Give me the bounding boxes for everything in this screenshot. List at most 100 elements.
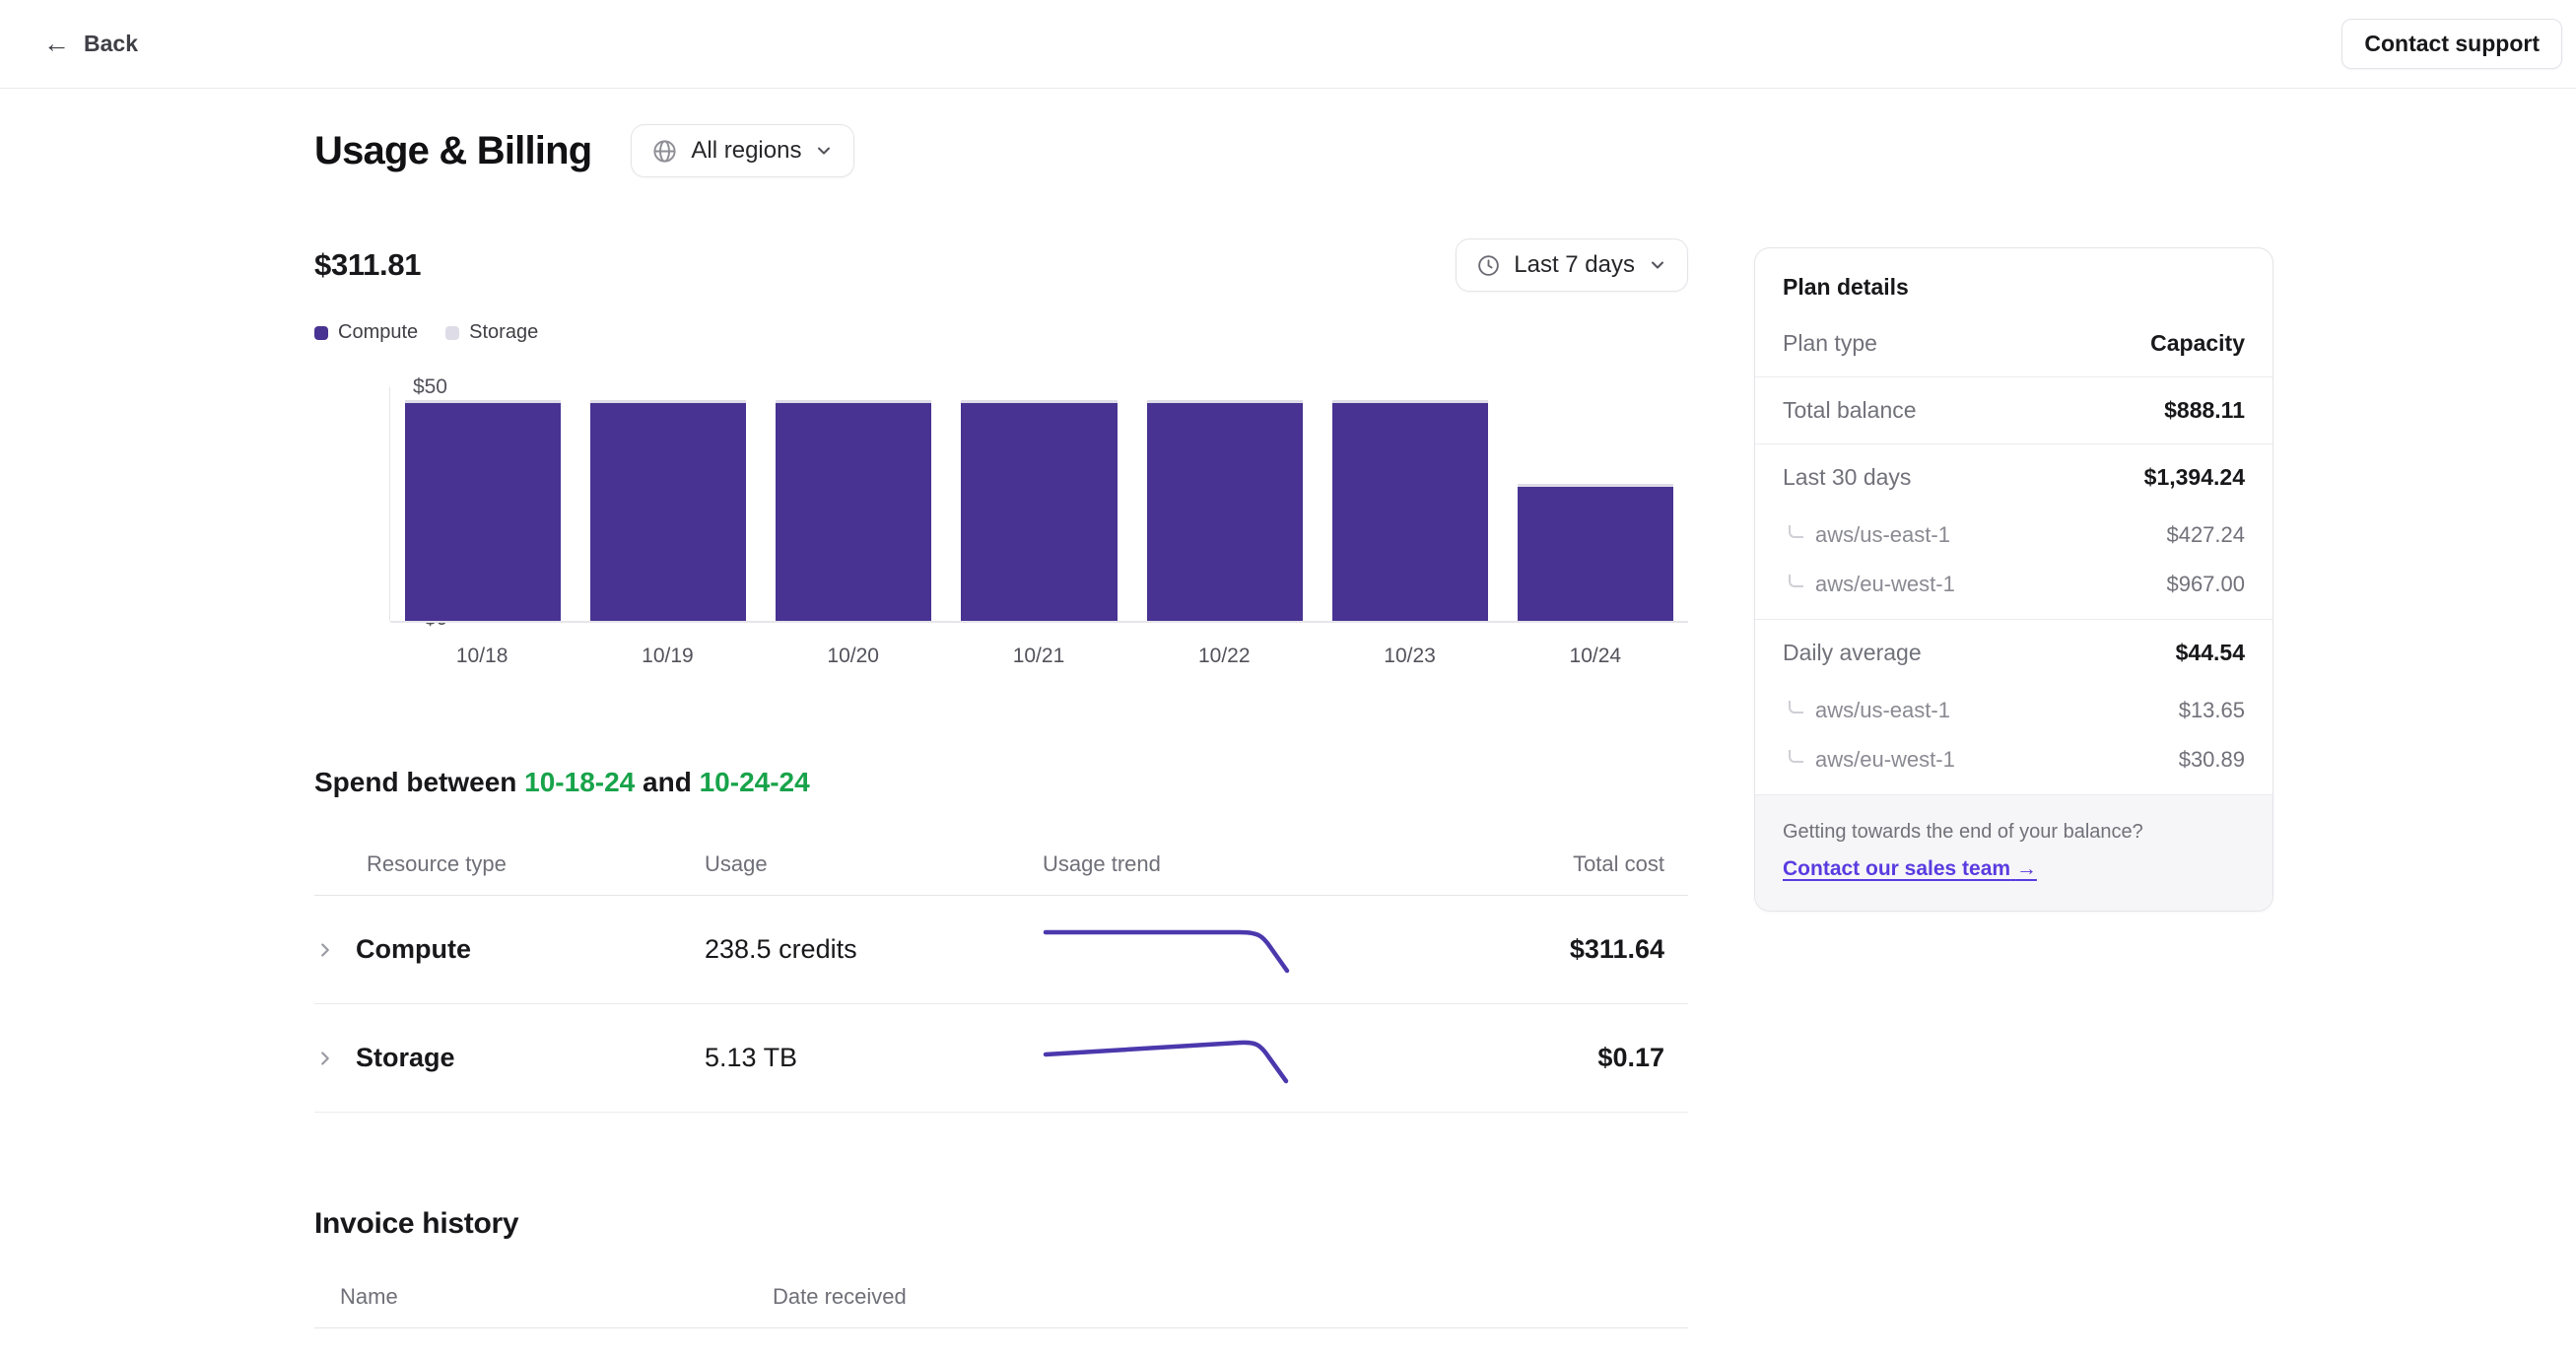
x-tick-label: 10/18: [455, 645, 508, 667]
page-content: Usage & Billing All regions $311.81: [0, 89, 2576, 1358]
bar-10-23[interactable]: [1331, 400, 1488, 621]
back-label: Back: [84, 31, 138, 56]
spend-heading-conjunction: and: [643, 767, 692, 797]
total-spend-amount: $311.81: [314, 247, 422, 282]
tree-branch-icon: [1789, 700, 1803, 713]
clock-icon: [1478, 254, 1500, 276]
usage-chart-section: $311.81 Last 7 days: [314, 238, 1688, 668]
legend-item-compute[interactable]: Compute: [314, 321, 418, 344]
last-30-days-label: Last 30 days: [1783, 464, 1912, 490]
bar-10-21[interactable]: [961, 400, 1118, 621]
region-filter-label: All regions: [691, 137, 802, 164]
bar-10-24[interactable]: [1517, 484, 1673, 621]
globe-icon: [653, 139, 676, 163]
tree-branch-icon: [1789, 749, 1803, 763]
plan-details-title: Plan details: [1783, 274, 1909, 300]
daily-average-label: Daily average: [1783, 640, 1922, 665]
bar-storage-segment: [1146, 400, 1303, 404]
plan-type-row: Plan type Capacity: [1755, 310, 2272, 376]
daily-average-value: $44.54: [2175, 640, 2245, 665]
main-column: Usage & Billing All regions $311.81: [314, 124, 1688, 1358]
back-arrow-icon: ←: [43, 29, 70, 58]
x-tick-label: 10/24: [1569, 645, 1622, 667]
chevron-right-icon[interactable]: [314, 939, 336, 961]
daily-average-row: Daily average $44.54: [1755, 620, 2272, 686]
col-total-cost: Total cost: [1573, 851, 1664, 876]
period-filter-label: Last 7 days: [1514, 251, 1635, 278]
arrow-right-icon: →: [2015, 857, 2037, 880]
invoice-history-heading: Invoice history: [314, 1207, 519, 1240]
daily-average-group: Daily average $44.54 aws/us-east-1 $13.6…: [1755, 620, 2272, 794]
bar-storage-segment: [405, 400, 562, 404]
region-value: $967.00: [2166, 572, 2245, 596]
invoice-row: YHTRKU-00025 Oct 1, 2024 View invoice →: [314, 1328, 1688, 1358]
total-balance-value: $888.11: [2164, 397, 2245, 423]
bar-10-18[interactable]: [405, 400, 562, 621]
chevron-down-icon: [818, 147, 831, 155]
legend-item-storage[interactable]: Storage: [445, 321, 538, 344]
plan-type-label: Plan type: [1783, 330, 1877, 356]
back-button[interactable]: ← Back: [43, 31, 138, 57]
region-breakdown-row: aws/eu-west-1 $967.00: [1755, 560, 2272, 609]
region-value: $13.65: [2178, 698, 2245, 722]
x-tick-label: 10/22: [1197, 645, 1251, 667]
region-filter-dropdown[interactable]: All regions: [631, 124, 855, 177]
tree-branch-icon: [1789, 574, 1803, 587]
region-value: $30.89: [2178, 747, 2245, 772]
region-breakdown-row: aws/eu-west-1 $30.89: [1755, 735, 2272, 784]
spend-bar-chart: $50 $0 10/18 10/19 10/20 10/21 10/22 10/23 10/…: [314, 375, 1688, 668]
invoice-table-header: Name Date received: [314, 1284, 1688, 1328]
bar-storage-segment: [1331, 400, 1488, 404]
resource-usage: 238.5 credits: [705, 934, 857, 964]
chart-plot-area: $50 $0: [389, 375, 1688, 630]
region-label: aws/us-east-1: [1815, 522, 1950, 547]
resource-name: Compute: [356, 934, 471, 964]
col-date-received: Date received: [773, 1284, 907, 1309]
y-tick-label: $50: [412, 375, 447, 398]
resource-usage: 5.13 TB: [705, 1043, 798, 1072]
chevron-down-icon: [1652, 261, 1663, 269]
title-row: Usage & Billing All regions: [314, 124, 1688, 177]
spend-heading-prefix: Spend between: [314, 767, 517, 797]
x-tick-label: 10/20: [827, 645, 879, 667]
total-balance-row: Total balance $888.11: [1755, 377, 2272, 443]
storage-swatch-icon: [445, 325, 460, 340]
period-filter-dropdown[interactable]: Last 7 days: [1456, 238, 1688, 292]
legend-compute-label: Compute: [338, 321, 419, 343]
page-title: Usage & Billing: [314, 128, 592, 172]
bar-10-19[interactable]: [590, 400, 747, 621]
x-tick-label: 10/23: [1384, 645, 1436, 667]
table-row-storage[interactable]: Storage 5.13 TB $0.17: [314, 1004, 1688, 1113]
x-tick-label: 10/19: [642, 645, 694, 667]
side-column: Plan details Plan type Capacity Total ba…: [1754, 124, 2273, 1358]
bar-10-20[interactable]: [776, 400, 932, 621]
region-label: aws/eu-west-1: [1815, 572, 1955, 596]
chevron-right-icon[interactable]: [314, 1048, 336, 1069]
col-usage-trend: Usage trend: [1043, 851, 1161, 876]
compute-swatch-icon: [314, 325, 328, 340]
region-label: aws/eu-west-1: [1815, 747, 1955, 772]
bar-storage-segment: [961, 400, 1118, 404]
bar-10-22[interactable]: [1146, 400, 1303, 621]
bar-group: [390, 387, 1688, 621]
region-breakdown-row: aws/us-east-1 $13.65: [1755, 686, 2272, 735]
contact-sales-link[interactable]: Contact our sales team →: [1783, 857, 2037, 880]
invoice-history-section: Invoice history Name Date received YHTRK…: [314, 1207, 1688, 1358]
table-row-compute[interactable]: Compute 238.5 credits $311.64: [314, 896, 1688, 1004]
plan-panel-footer: Getting towards the end of your balance?…: [1755, 794, 2272, 911]
x-tick-label: 10/21: [1012, 645, 1065, 667]
contact-support-button[interactable]: Contact support: [2341, 19, 2562, 69]
balance-question-text: Getting towards the end of your balance?: [1783, 821, 2143, 843]
bar-storage-segment: [1517, 484, 1673, 488]
resource-table-header: Resource type Usage Usage trend Total co…: [314, 851, 1688, 896]
plan-type-value: Capacity: [2150, 330, 2245, 356]
last-30-days-group: Last 30 days $1,394.24 aws/us-east-1 $42…: [1755, 444, 2272, 619]
bar-storage-segment: [590, 400, 747, 404]
resource-total-cost: $0.17: [1597, 1043, 1664, 1072]
plan-details-panel: Plan details Plan type Capacity Total ba…: [1754, 247, 2273, 912]
col-resource-type: Resource type: [367, 851, 507, 876]
region-value: $427.24: [2166, 522, 2245, 547]
spend-start-date: 10-18-24: [524, 767, 636, 797]
region-label: aws/us-east-1: [1815, 698, 1950, 722]
col-name: Name: [340, 1284, 398, 1309]
